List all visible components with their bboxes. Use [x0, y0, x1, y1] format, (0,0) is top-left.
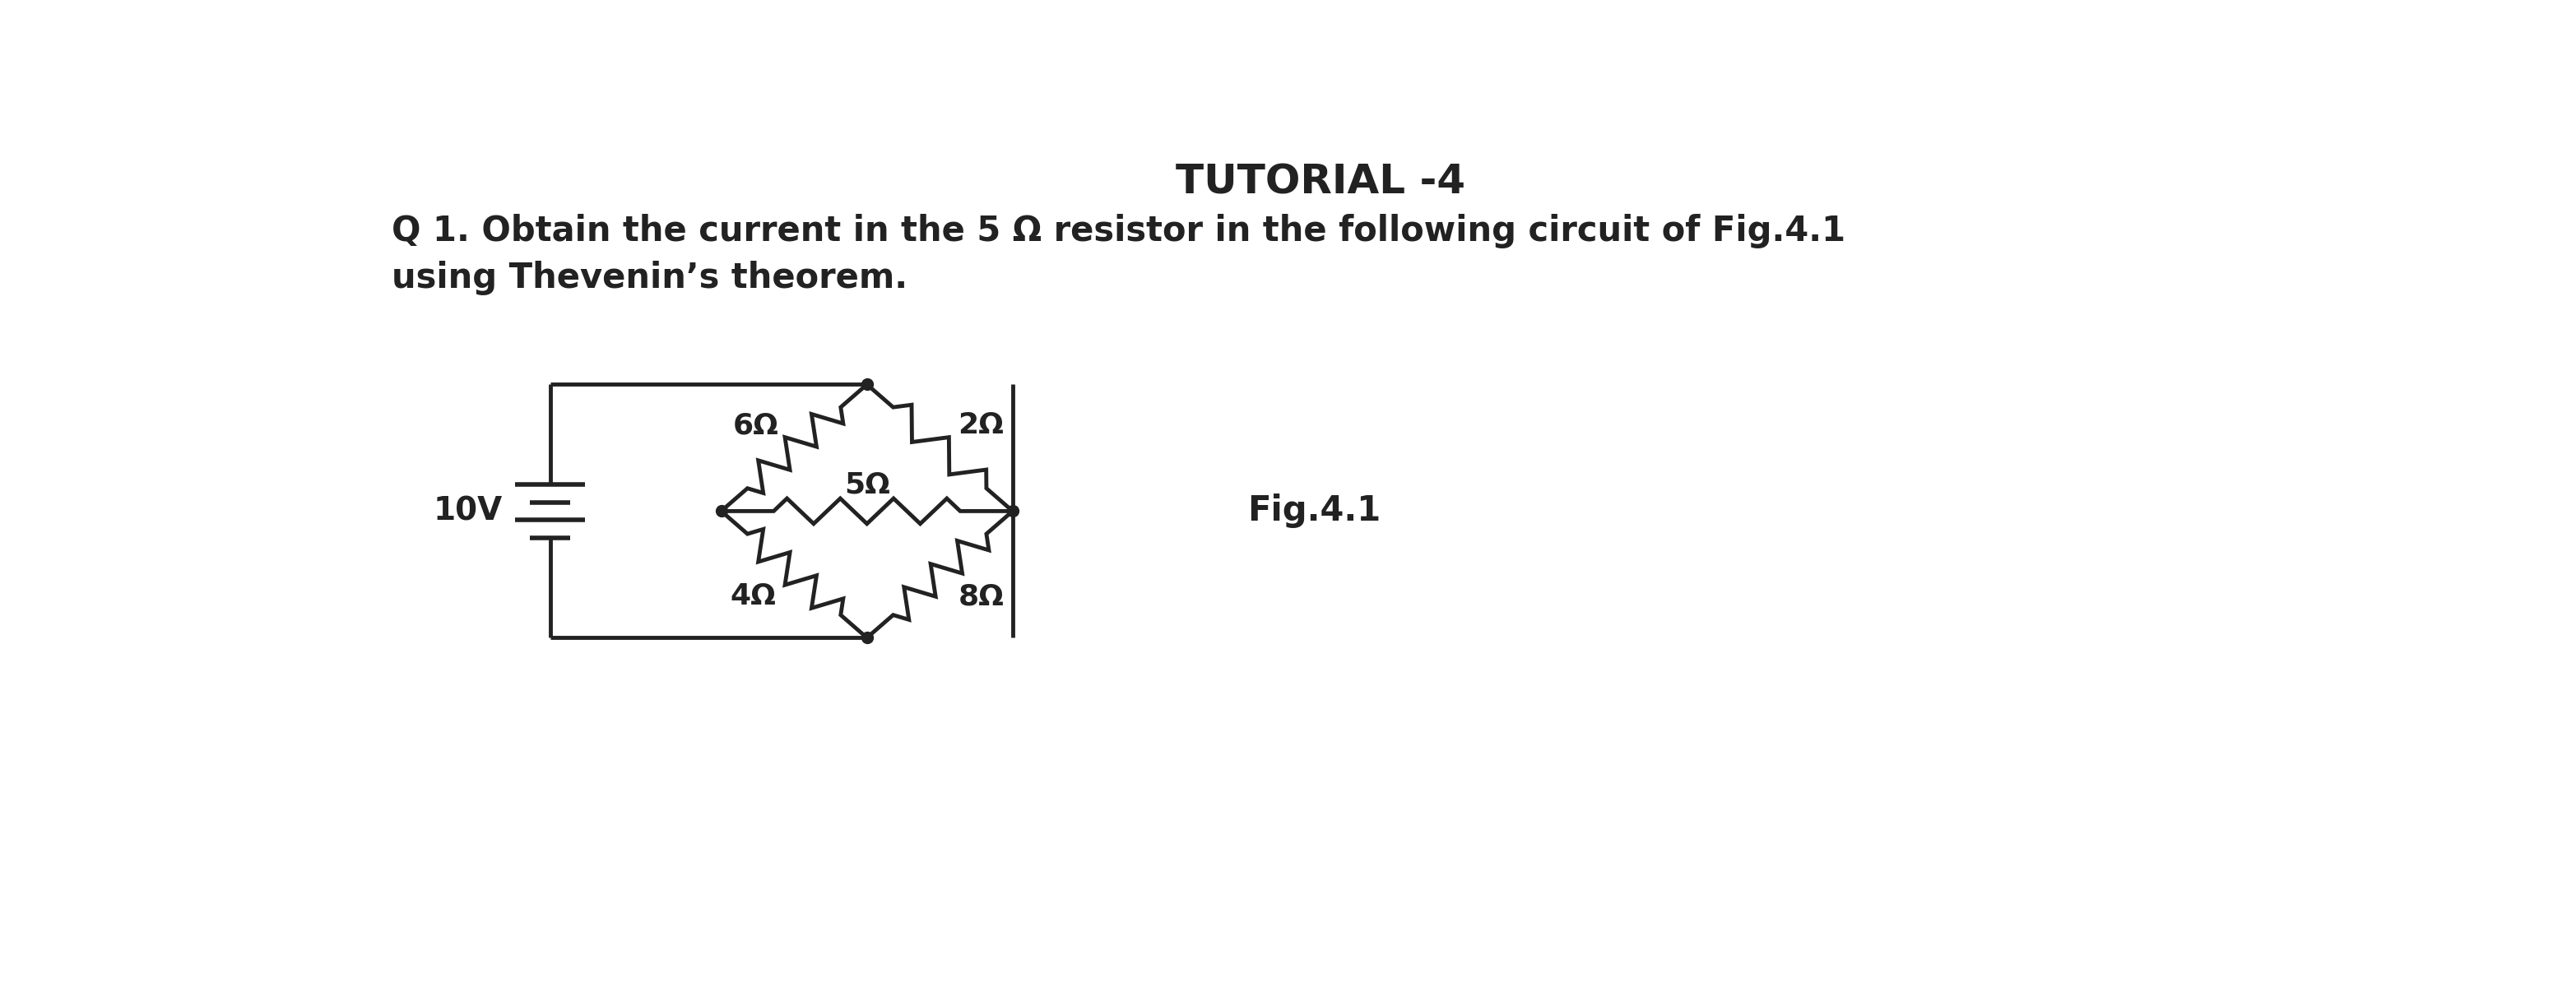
Point [701, 503, 742, 519]
Text: 10V: 10V [433, 495, 502, 527]
Text: Fig.4.1: Fig.4.1 [1247, 494, 1381, 528]
Text: TUTORIAL -4: TUTORIAL -4 [1175, 163, 1466, 202]
Point [848, 630, 889, 645]
Text: using Thevenin’s theorem.: using Thevenin’s theorem. [392, 261, 907, 295]
Text: 8Ω: 8Ω [958, 582, 1005, 611]
Text: 4Ω: 4Ω [729, 582, 775, 611]
Text: Q 1. Obtain the current in the 5 Ω resistor in the following circuit of Fig.4.1: Q 1. Obtain the current in the 5 Ω resis… [392, 213, 1844, 248]
Text: 5Ω: 5Ω [845, 471, 889, 498]
Text: 2Ω: 2Ω [958, 412, 1005, 439]
Point [848, 376, 889, 392]
Point [992, 503, 1033, 519]
Text: 6Ω: 6Ω [734, 412, 778, 439]
